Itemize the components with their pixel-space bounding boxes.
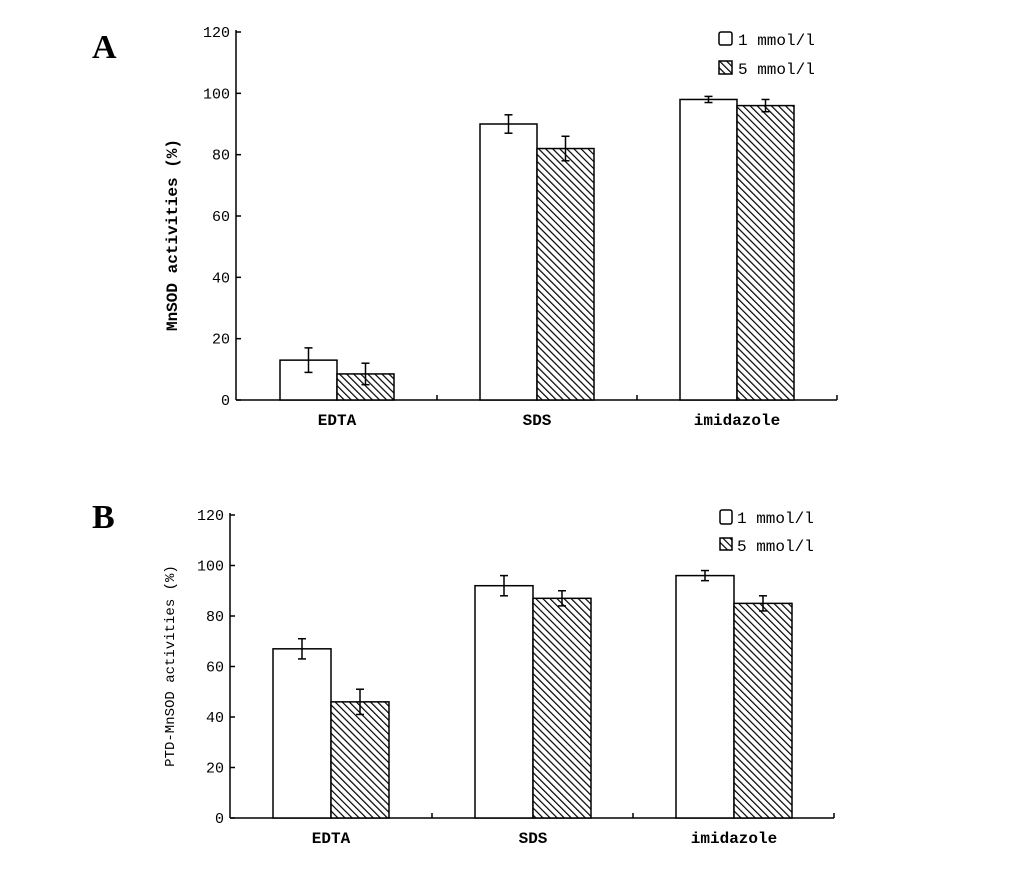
chart-a: A MnSOD activities (%) 1 mmol/l 5 mmol/l… [92,25,838,430]
y-tick-label: 80 [206,609,224,626]
legend-label-5mmol: 5 mmol/l [737,538,814,556]
legend-label-1mmol: 1 mmol/l [738,32,815,50]
legend-label-1mmol: 1 mmol/l [737,510,814,528]
panel-label-b: B [92,499,115,536]
legend-label-5mmol: 5 mmol/l [738,61,815,79]
legend-swatch-1mmol [719,509,733,525]
legend: 1 mmol/l 5 mmol/l [719,509,814,556]
bar-sds-5mmol [532,597,592,819]
y-tick-label: 80 [212,148,230,165]
y-tick-label: 0 [215,811,224,828]
legend-swatch-1mmol [718,31,733,46]
bar-sds-1mmol [479,123,538,401]
x-tick-label: imidazole [691,830,777,848]
y-tick-label: 20 [212,332,230,349]
y-axis-label: MnSOD activities (%) [164,139,182,331]
legend-swatch-5mmol [718,60,733,75]
y-tick-label: 120 [203,25,230,42]
chart-b: B PTD-MnSOD activities (%) 1 mmol/l 5 mm… [92,499,835,848]
y-tick-label: 120 [197,508,224,525]
y-axis-label: PTD-MnSOD activities (%) [163,565,179,767]
bar-sds-1mmol [474,584,534,819]
y-tick-label: 40 [212,270,230,287]
bar-imidazole-1mmol [675,574,735,819]
y-tick-label: 60 [212,209,230,226]
bar-edta-1mmol [272,648,332,819]
bar-edta-5mmol [330,701,390,819]
legend-swatch-5mmol [719,537,733,551]
bar-imidazole-5mmol [736,104,795,401]
y-tick-label: 20 [206,761,224,778]
bar-imidazole-1mmol [679,98,738,401]
x-tick-label: EDTA [312,830,351,848]
y-tick-label: 0 [221,393,230,410]
y-tick-label: 100 [197,559,224,576]
bar-sds-5mmol [536,147,595,401]
x-tick-label: imidazole [694,412,780,430]
legend: 1 mmol/l 5 mmol/l [718,31,815,79]
y-tick-label: 40 [206,710,224,727]
y-tick-label: 100 [203,86,230,103]
bar-imidazole-5mmol [733,602,793,819]
x-tick-label: SDS [523,412,552,430]
panel-label-a: A [92,29,117,66]
y-tick-label: 60 [206,660,224,677]
x-tick-label: SDS [519,830,548,848]
x-tick-label: EDTA [318,412,357,430]
